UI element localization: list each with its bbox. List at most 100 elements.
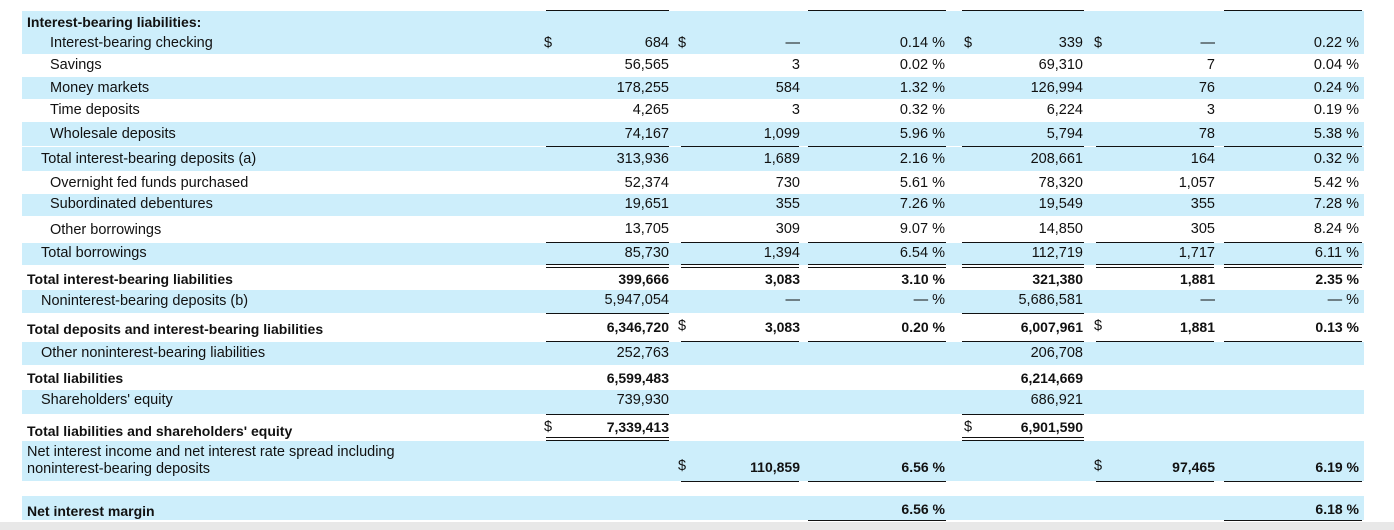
cell-avg-balance-2023: 6,214,669 [1020, 370, 1083, 386]
cell-avg-balance-2024: 6,346,720 [606, 319, 669, 335]
rule-subtotal [546, 414, 669, 415]
cell-avg-balance-2024: 7,339,413 [606, 419, 669, 435]
cell-rate-2023: 0.32 % [1313, 151, 1359, 167]
nii-label-line1: Net interest income and net interest rat… [27, 444, 395, 460]
table-row: Subordinated debentures 19,651 355 7.26 … [22, 194, 1364, 216]
currency-symbol: $ [964, 35, 973, 51]
cell-avg-balance-2024: 313,936 [616, 151, 669, 167]
table-row: Total borrowings 85,730 1,394 6.54 % 112… [22, 243, 1364, 265]
cell-avg-balance-2024: 6,599,483 [606, 370, 669, 386]
row-label: Shareholders' equity [41, 392, 173, 408]
rule-subtotal [1096, 341, 1214, 342]
cell-interest-2024: 3,083 [764, 271, 800, 287]
row-label: Other noninterest-bearing liabilities [41, 345, 266, 361]
rule-subtotal [546, 313, 669, 314]
rule-double [962, 264, 1084, 268]
cell-interest-2023: 305 [1190, 221, 1215, 237]
cell-interest-2023: 3 [1206, 102, 1215, 118]
table-row: Total liabilities 6,599,483 6,214,669 [22, 366, 1364, 390]
currency-symbol: $ [544, 35, 553, 51]
cell-interest-2024: — [785, 35, 801, 51]
rule-subtotal [962, 146, 1084, 147]
cell-rate-2024: 0.32 % [899, 102, 945, 118]
rule-subtotal [962, 313, 1084, 314]
cell-rate-2024: 0.14 % [899, 35, 945, 51]
cell-avg-balance-2024: 19,651 [624, 196, 669, 212]
row-label: Total liabilities [27, 370, 124, 386]
cell-avg-balance-2024: 56,565 [624, 57, 669, 73]
rule-subtotal [546, 341, 669, 342]
cell-avg-balance-2024: 13,705 [624, 221, 669, 237]
cell-avg-balance-2023: 206,708 [1030, 345, 1083, 361]
nim-rate-2024: 6.56 % [901, 501, 945, 517]
page-bottom-edge [0, 522, 1394, 530]
rule-subtotal [962, 341, 1084, 342]
cell-rate-2024: 5.61 % [899, 175, 945, 191]
row-label: Wholesale deposits [50, 126, 176, 142]
cell-interest-2024: 3,083 [764, 319, 800, 335]
cell-interest-2024: — [785, 292, 801, 308]
cell-avg-balance-2024: 5,947,054 [604, 292, 669, 308]
cell-avg-balance-2023: 6,007,961 [1020, 319, 1083, 335]
rule-subtotal [1224, 146, 1362, 147]
nim-rate-2023: 6.18 % [1315, 501, 1359, 517]
cell-avg-balance-2023: 6,901,590 [1020, 419, 1083, 435]
cell-rate-2023: 0.04 % [1313, 57, 1359, 73]
rule-subtotal [808, 341, 946, 342]
row-label: Overnight fed funds purchased [50, 175, 249, 191]
rule-top [1224, 10, 1362, 11]
cell-rate-2024: 6.54 % [899, 245, 945, 261]
cell-interest-2023: 1,881 [1179, 319, 1215, 335]
cell-avg-balance-2024: 74,167 [624, 126, 669, 142]
table-row: Savings 56,565 3 0.02 % 69,310 7 0.04 % [22, 54, 1364, 77]
rule-subtotal [681, 242, 799, 243]
currency-symbol: $ [678, 35, 687, 51]
cell-interest-2024: 730 [775, 175, 800, 191]
cell-avg-balance-2024: 52,374 [624, 175, 669, 191]
cell-interest-2024: 3 [791, 57, 800, 73]
table-row: Total liabilities and shareholders' equi… [22, 414, 1364, 441]
cell-interest-2024: 584 [775, 80, 800, 96]
nii-rate-2024: 6.56 % [901, 459, 945, 475]
cell-rate-2024: 1.32 % [899, 80, 945, 96]
table-row: Total interest-bearing liabilities 399,6… [22, 266, 1364, 290]
cell-avg-balance-2023: 19,549 [1038, 196, 1083, 212]
rule-top [808, 10, 946, 11]
rule-subtotal [808, 481, 946, 482]
table-row: Interest-bearing checking $ 684 $ — 0.14… [22, 33, 1364, 54]
rule-subtotal [681, 146, 799, 147]
row-label: Other borrowings [50, 222, 162, 238]
cell-interest-2023: — [1200, 292, 1216, 308]
row-label: Total borrowings [41, 245, 147, 261]
cell-interest-2024: 1,099 [763, 126, 800, 142]
table-row: Total interest-bearing deposits (a) 313,… [22, 147, 1364, 171]
cell-rate-2023: 5.42 % [1313, 175, 1359, 191]
cell-interest-2024: 3 [791, 102, 800, 118]
rule-subtotal [1096, 242, 1214, 243]
cell-rate-2024: 5.96 % [899, 126, 945, 142]
cell-interest-2024: 1,689 [763, 151, 800, 167]
table-row: Total deposits and interest-bearing liab… [22, 314, 1364, 341]
cell-rate-2024: 9.07 % [899, 221, 945, 237]
cell-rate-2023: 8.24 % [1313, 221, 1359, 237]
net-interest-margin-row: Net interest margin 6.56 % 6.18 % [22, 496, 1364, 520]
rule-double [681, 264, 799, 268]
currency-symbol: $ [964, 419, 973, 435]
table-row: Time deposits 4,265 3 0.32 % 6,224 3 0.1… [22, 99, 1364, 122]
cell-avg-balance-2024: 85,730 [624, 245, 669, 261]
cell-rate-2023: 0.13 % [1315, 319, 1359, 335]
cell-interest-2023: 1,057 [1178, 175, 1215, 191]
cell-interest-2023: 76 [1198, 80, 1215, 96]
cell-avg-balance-2023: 5,794 [1046, 126, 1083, 142]
row-label: Money markets [50, 80, 150, 96]
cell-interest-2024: 1,394 [763, 245, 800, 261]
section-header-row: Interest-bearing liabilities: [22, 11, 1364, 33]
table-row: Wholesale deposits 74,167 1,099 5.96 % 5… [22, 122, 1364, 146]
currency-symbol: $ [678, 458, 687, 474]
row-label: Savings [50, 57, 102, 73]
rule-subtotal [962, 242, 1084, 243]
row-label: Total liabilities and shareholders' equi… [27, 423, 293, 439]
row-label: Interest-bearing checking [50, 35, 213, 51]
cell-avg-balance-2023: 5,686,581 [1018, 292, 1083, 308]
table-row: Overnight fed funds purchased 52,374 730… [22, 171, 1364, 194]
